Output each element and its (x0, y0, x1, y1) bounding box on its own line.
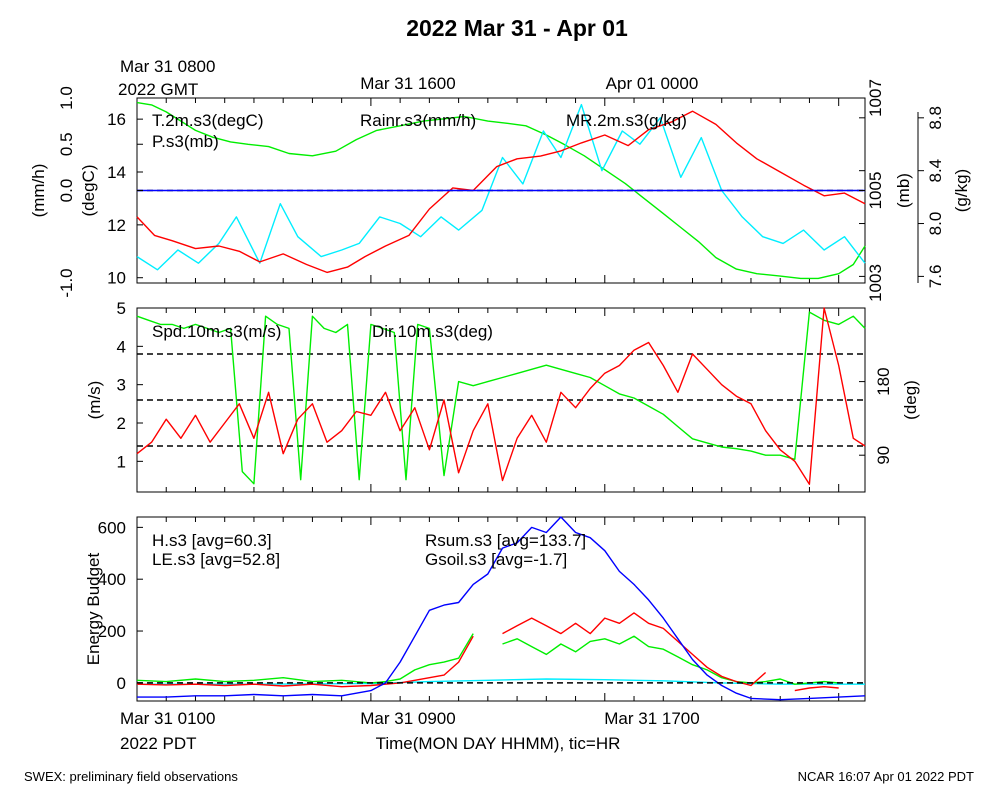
panel-3-lines (136, 516, 866, 701)
panel-wind: 1 2 3 4 5 (m/s) 90 180 (deg) Spd.10m.s3(m/s) Dir.… (85, 299, 920, 493)
y-tick-label-spd: 2 (117, 414, 126, 433)
panel-3-legend: H.s3 [avg=60.3]LE.s3 [avg=52.8] Rsum.s3 [… (152, 531, 586, 569)
panel-3-frame (136, 516, 866, 702)
panel-energy-budget: 0 200 400 600 Energy Budget H.s3 [avg=60.3]L… (84, 516, 866, 702)
y-tick-label-rain: 1.0 (57, 86, 76, 110)
legend-mr-2m-s3-g-kg: MR.2m.s3(g/kg) (566, 111, 687, 130)
y-axis-label-rain: (mm/h) (29, 164, 48, 218)
footer-left: SWEX: preliminary field observations (24, 769, 238, 784)
y-tick-label-pres: 1003 (866, 264, 885, 302)
legend-rsum-s3-avg-133-7: Rsum.s3 [avg=133.7] (425, 531, 586, 550)
series-line-le-s3-avg-52-8 (136, 633, 839, 685)
y-tick-label: 0 (117, 674, 126, 693)
legend-t-2m-s3-degc: T.2m.s3(degC) (152, 111, 263, 130)
legend-p-s3-mb: P.s3(mb) (152, 132, 219, 151)
y-tick-label-spd: 5 (117, 299, 126, 318)
legend-spd-10m-s3-m-s: Spd.10m.s3(m/s) (152, 322, 281, 341)
legend-dir-10m-s3-deg: Dir.10m.s3(deg) (372, 322, 493, 341)
y-tick-label-temp: 14 (107, 163, 126, 182)
y-tick-label-dir: 180 (874, 367, 893, 395)
series-line-rsum-s3-avg-133-7 (137, 516, 866, 701)
top-axis-start-line2: 2022 GMT (118, 80, 198, 99)
legend-rainr-s3-mm-h: Rainr.s3(mm/h) (360, 111, 476, 130)
panel-3-tick-marks (165, 517, 840, 701)
y-tick-label-spd: 1 (117, 452, 126, 471)
y-tick-label-temp: 16 (107, 110, 126, 129)
panel-1-tick-marks (165, 98, 840, 283)
y-tick-label-pres: 1007 (866, 79, 885, 117)
y-tick-label-mr: 7.6 (926, 265, 945, 289)
panel-2-tick-marks (165, 308, 840, 492)
y-tick-label: 400 (98, 570, 126, 589)
legend-gsoil-s3-avg-1-7: Gsoil.s3 [avg=-1.7] (425, 550, 567, 569)
y-tick-label-rain: 0.0 (57, 179, 76, 203)
y-axis-label-dir: (deg) (901, 380, 920, 420)
bottom-axis-start-line1: Mar 31 0100 (120, 709, 215, 728)
top-axis-start-line1: Mar 31 0800 (120, 57, 215, 76)
x-axis-label: Time(MON DAY HHMM), tic=HR (376, 734, 621, 753)
panel-1-legend: T.2m.s3(degC) P.s3(mb) Rainr.s3(mm/h) MR.2m… (152, 111, 687, 151)
footer-right: NCAR 16:07 Apr 01 2022 PDT (798, 769, 974, 784)
series-line-mr-2m-s3-g-kg (136, 103, 866, 271)
series-line-h-s3-avg-60-3 (136, 612, 839, 692)
y-tick-label-dir: 90 (874, 446, 893, 465)
y-tick-label-rain: -1.0 (57, 268, 76, 297)
legend-h-s3-avg-60-3: H.s3 [avg=60.3] (152, 531, 272, 550)
series-line-dir-10m-s3-deg (136, 311, 866, 485)
series-line-spd-10m-s3-m-s (136, 307, 866, 485)
top-axis-tick-label-2: Apr 01 0000 (606, 74, 699, 93)
y-tick-label: 200 (98, 622, 126, 641)
panel-3-axis-labels: 0 200 400 600 Energy Budget (84, 518, 143, 693)
y-axis-label-pres: (mb) (894, 173, 913, 208)
chart-title: 2022 Mar 31 - Apr 01 (406, 15, 628, 41)
y-tick-label-temp: 12 (107, 216, 126, 235)
y-tick-label-mr: 8.4 (926, 159, 945, 183)
y-tick-label-mr: 8.0 (926, 212, 945, 236)
y-tick-label-rain: 0.5 (57, 132, 76, 156)
y-axis-label-mr: (g/kg) (952, 169, 971, 212)
y-tick-label-temp: 10 (107, 269, 126, 288)
bottom-axis-start-line2: 2022 PDT (120, 734, 197, 753)
series-line-t-2m-s3-degc (136, 110, 866, 274)
panel-temperature-pressure: -1.0 0.0 0.5 1.0 (mm/h) 10 12 14 16 (degC) 1003 100… (29, 79, 971, 302)
y-tick-label-pres: 1005 (866, 172, 885, 210)
y-tick-label-spd: 3 (117, 376, 126, 395)
panel-2-legend: Spd.10m.s3(m/s) Dir.10m.s3(deg) (152, 322, 493, 341)
y-axis-label-spd: (m/s) (85, 381, 104, 420)
panel-1-lines (136, 101, 866, 280)
series-line-p-s3-mb (136, 101, 866, 280)
panel-2-lines (136, 307, 866, 485)
bottom-axis-tick-label-1: Mar 31 0900 (360, 709, 455, 728)
panel-1-axis-labels: -1.0 0.0 0.5 1.0 (mm/h) 10 12 14 16 (degC) 1003 100… (29, 79, 971, 302)
y-axis-label-energy: Energy Budget (84, 552, 103, 665)
y-tick-label: 600 (98, 518, 126, 537)
y-axis-label-temp: (degC) (79, 165, 98, 217)
y-tick-label-mr: 8.8 (926, 106, 945, 130)
y-tick-label-spd: 4 (117, 337, 126, 356)
legend-le-s3-avg-52-8: LE.s3 [avg=52.8] (152, 550, 280, 569)
bottom-axis-tick-label-2: Mar 31 1700 (604, 709, 699, 728)
panel-2-axis-labels: 1 2 3 4 5 (m/s) 90 180 (deg) (85, 299, 920, 471)
top-axis-tick-label-1: Mar 31 1600 (360, 74, 455, 93)
